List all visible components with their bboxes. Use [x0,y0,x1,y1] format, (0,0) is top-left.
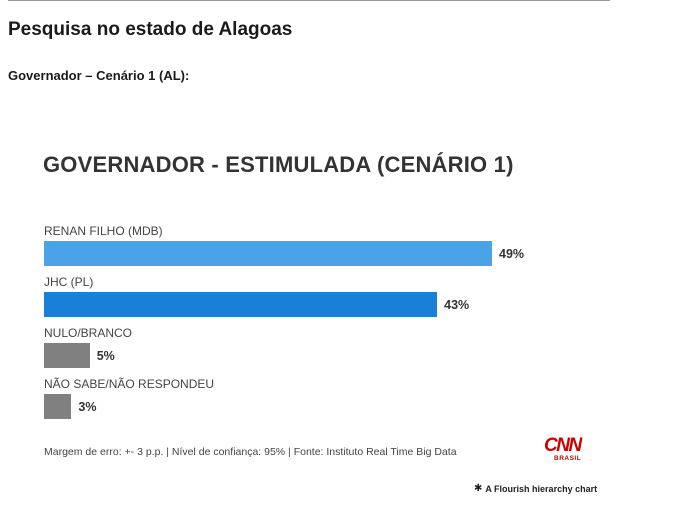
page-subtitle: Governador – Cenário 1 (AL): [8,68,190,83]
bar-value-label: 43% [444,298,470,312]
bar [44,343,90,368]
bar-label: NULO/BRANCO [44,326,133,340]
bar-label: RENAN FILHO (MDB) [44,224,163,238]
chart-footnote: Margem de erro: +- 3 p.p. | Nível de con… [44,446,457,458]
bar-value-label: 3% [78,400,97,414]
bar [44,394,72,419]
bar [44,292,438,317]
flourish-credit-link[interactable]: ✱ A Flourish hierarchy chart [474,483,598,495]
bar [44,241,492,266]
bar-value-label: 49% [499,247,525,261]
logo-text: CNN [544,435,582,456]
page-title: Pesquisa no estado de Alagoas [8,19,293,40]
flourish-credit-text: A Flourish hierarchy chart [485,484,598,494]
chart-title: GOVERNADOR - ESTIMULADA (CENÁRIO 1) [43,152,514,177]
top-divider [8,0,610,1]
bar-label: NÃO SABE/NÃO RESPONDEU [44,377,215,391]
logo-subtext: BRASIL [554,455,582,462]
flourish-star-icon: ✱ [474,483,483,494]
bar-value-label: 5% [96,349,115,363]
bar-label: JHC (PL) [44,275,94,289]
cnn-brasil-logo: CNN BRASIL [544,436,588,464]
bar-chart: RENAN FILHO (MDB) 49% JHC (PL) 43% NULO/BRAN… [44,224,564,429]
